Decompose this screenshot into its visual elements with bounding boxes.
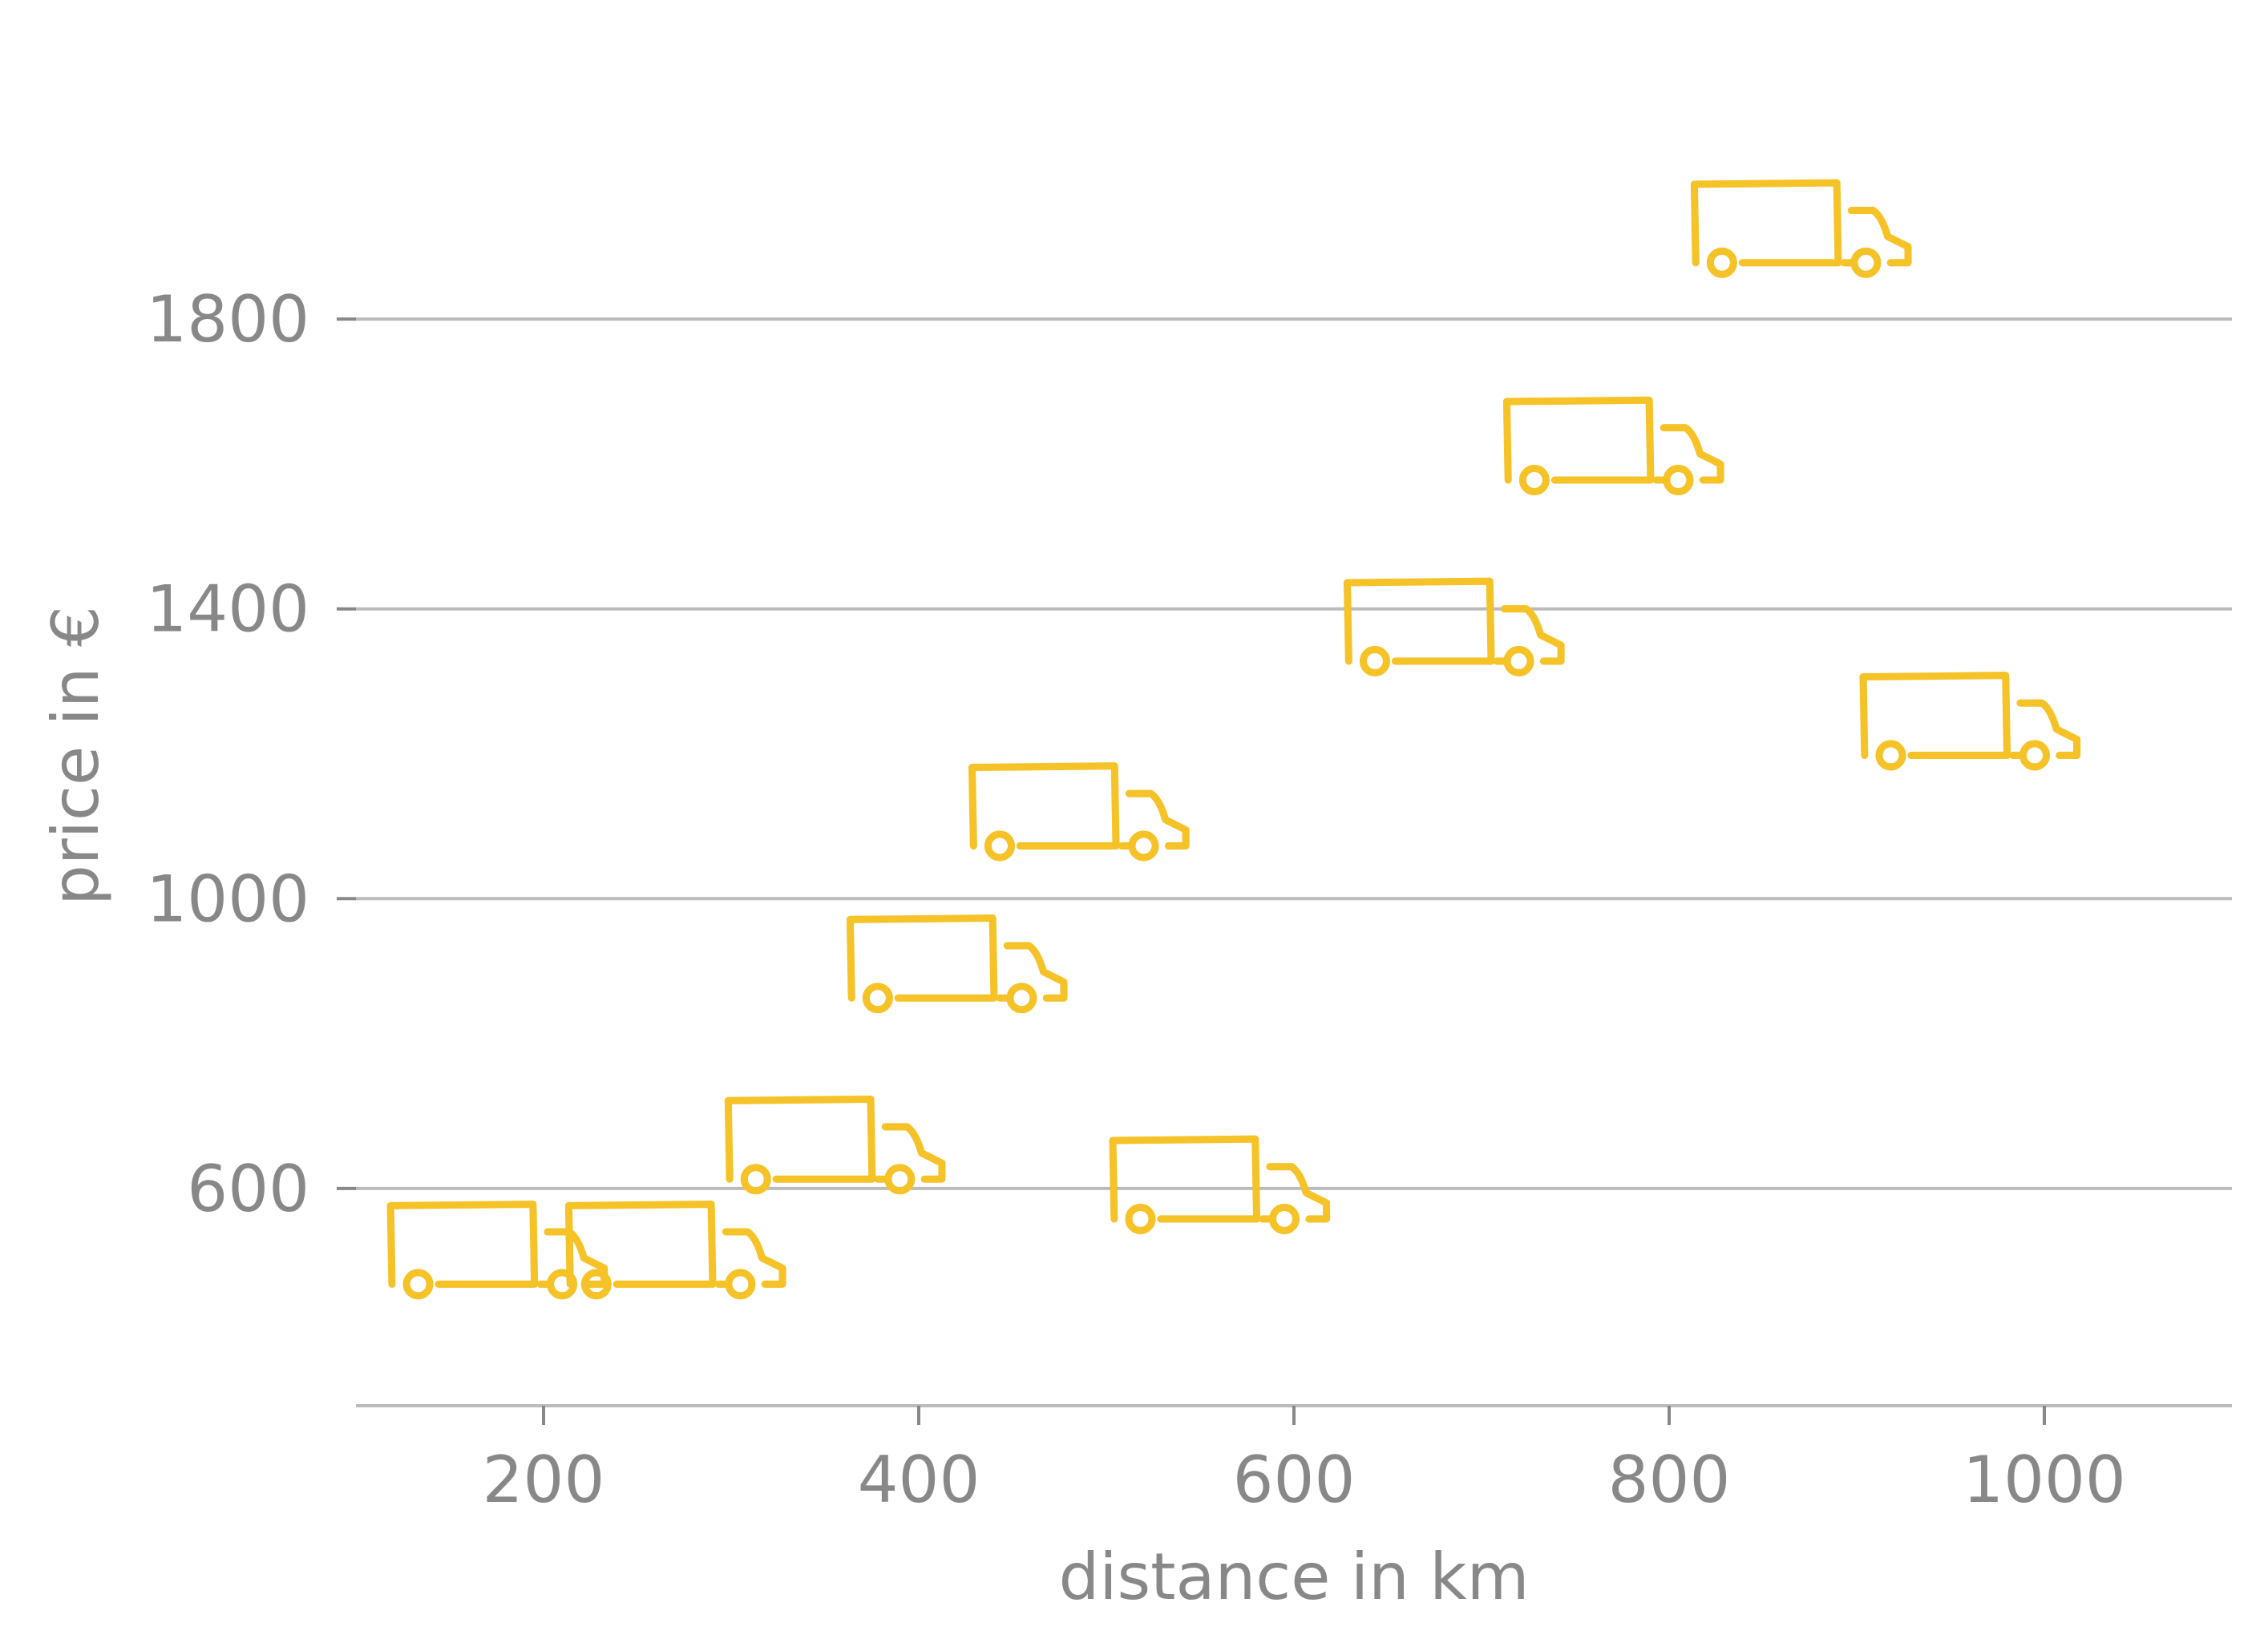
truck-body: [724, 1095, 946, 1183]
x-tick-label: 1000: [1963, 1443, 2126, 1517]
truck-wheel: [1503, 645, 1534, 676]
truck-marker: [846, 914, 1068, 1014]
truck-body: [1109, 1135, 1331, 1223]
truck-wheel: [1268, 1203, 1300, 1234]
truck-marker: [1502, 396, 1724, 496]
truck-wheel: [580, 1269, 612, 1300]
truck-wheel: [1850, 247, 1882, 278]
truck-body: [1502, 396, 1724, 484]
truck-marker: [564, 1201, 786, 1300]
truck-body: [1690, 179, 1912, 267]
truck-body: [1343, 577, 1565, 665]
truck-body: [968, 762, 1190, 850]
y-tick-label: 1800: [146, 282, 309, 357]
x-tick-label: 800: [1608, 1443, 1731, 1517]
truck-marker: [1343, 577, 1565, 676]
truck-wheel: [1706, 247, 1737, 278]
truck-marker: [386, 1201, 608, 1300]
x-axis-label: distance in km: [1058, 1540, 1529, 1614]
truck-wheel: [1006, 983, 1037, 1014]
truck-body: [1859, 672, 2081, 759]
truck-wheel: [1875, 740, 1906, 771]
truck-marker: [1859, 672, 2081, 771]
truck-wheel: [1518, 464, 1550, 496]
truck-marker: [1690, 179, 1912, 278]
truck-wheel: [1663, 464, 1694, 496]
y-axis-label: price in €: [38, 606, 113, 906]
truck-body: [846, 914, 1068, 1002]
truck-wheel: [402, 1269, 434, 1300]
truck-wheel: [725, 1269, 756, 1300]
truck-wheel: [984, 830, 1016, 862]
truck-body: [564, 1201, 786, 1288]
truck-wheel: [1359, 645, 1391, 676]
truck-marker: [968, 762, 1190, 862]
truck-wheel: [1125, 1203, 1156, 1234]
truck-wheel: [2019, 740, 2051, 771]
x-tick-label: 600: [1233, 1443, 1356, 1517]
truck-wheel: [1128, 830, 1159, 862]
y-tick-label: 600: [187, 1152, 309, 1226]
y-tick-label: 1400: [146, 572, 309, 647]
truck-wheel: [862, 983, 893, 1014]
truck-wheel: [884, 1164, 916, 1195]
truck-wheel: [740, 1164, 771, 1195]
x-tick-label: 400: [858, 1443, 980, 1517]
x-tick-label: 200: [483, 1443, 605, 1517]
truck-marker: [724, 1095, 946, 1195]
y-tick-label: 1000: [146, 862, 309, 936]
truck-marker: [1109, 1135, 1331, 1234]
